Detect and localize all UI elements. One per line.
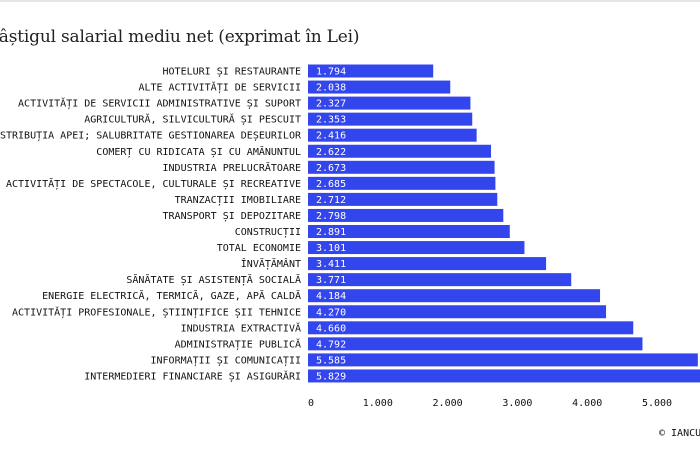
bar [308,64,434,78]
value-label: 5.585 [316,355,346,366]
value-label: 2.622 [316,147,346,158]
bar [308,96,471,110]
category-label: TRANSPORT ȘI DEPOZITARE [163,211,301,222]
category-label: ACTIVITĂȚI PROFESIONALE, ȘTIINȚIFICE ȘII… [12,305,301,318]
bar [308,208,504,222]
bar [308,369,700,383]
category-label: INDUSTRIA PRELUCRĂTOARE [163,161,301,174]
bar [308,257,547,271]
category-label: TOTAL ECONOMIE [217,243,301,254]
bar [308,128,477,142]
category-label: DISTRIBUȚIA APEI; SALUBRITATE GESTIONARE… [0,131,302,142]
value-label: 2.327 [316,99,346,110]
value-label: 4.792 [316,339,346,350]
bar [308,144,492,158]
value-label: 5.829 [316,371,346,382]
value-label: 2.685 [316,179,346,190]
category-label: COMERȚ CU RIDICATA ȘI CU AMĂNUNTUL [96,145,301,158]
bar-rows: HOTELURI ȘI RESTAURANTE 1.794 ALTE ACTIVIT… [0,64,700,383]
category-label: INFORMAȚII ȘI COMUNICAȚII [150,355,301,366]
x-tick-label: 0 [308,398,314,409]
value-label: 2.673 [316,163,346,174]
category-label: ADMINISTRAȚIE PUBLICĂ [175,337,301,350]
bar [308,289,601,303]
x-tick-label: 3.000 [502,398,532,409]
category-label: AGRICULTURĂ, SILVICULTURĂ ȘI PESCUIT [84,113,301,126]
bar [308,192,498,206]
bar [308,321,634,335]
category-label: ACTIVITĂȚI DE SPECTACOLE, CULTURALE ȘI R… [6,177,301,190]
value-label: 2.712 [316,195,346,206]
x-tick-label: 4.000 [572,398,602,409]
category-label: SĂNĂTATE ȘI ASISTENȚĂ SOCIALĂ [126,273,301,286]
x-axis-ticks: 0 1.000 2.000 3.000 4.000 5.000 [308,398,672,409]
value-label: 3.411 [316,259,346,270]
bar [308,241,525,255]
value-label: 2.038 [316,83,346,94]
bar [308,112,473,126]
value-label: 2.416 [316,131,346,142]
value-label: 4.184 [316,291,346,302]
category-label: TRANZACȚII IMOBILIARE [175,195,301,206]
credit-label: © IANCU [659,428,700,439]
value-label: 3.101 [316,243,346,254]
bar [308,353,698,367]
value-label: 2.353 [316,115,346,126]
bar [308,305,607,319]
top-divider [0,0,700,2]
bar [308,273,572,287]
value-label: 3.771 [316,275,346,286]
category-label: ALTE ACTIVITĂȚI DE SERVICII [138,81,301,94]
value-label: 4.270 [316,307,346,318]
x-tick-label: 1.000 [363,398,393,409]
category-label: ACTIVITĂȚI DE SERVICII ADMINISTRATIVE ȘI… [18,97,301,110]
bar [308,176,496,190]
category-label: INTERMEDIERI FINANCIARE ȘI ASIGURĂRI [84,369,301,382]
chart-title: Câștigul salarial mediu net (exprimat în… [0,27,360,47]
value-label: 2.798 [316,211,346,222]
x-tick-label: 5.000 [642,398,672,409]
category-label: HOTELURI ȘI RESTAURANTE [163,67,301,78]
x-tick-label: 2.000 [433,398,463,409]
bar [308,337,643,351]
bar [308,225,510,238]
value-label: 1.794 [316,67,346,78]
value-label: 4.660 [316,323,346,334]
category-label: ÎNVĂȚĂMÂNT [241,257,301,270]
value-label: 2.891 [316,227,346,238]
bar [308,80,451,94]
category-label: ENERGIE ELECTRICĂ, TERMICĂ, GAZE, APĂ CA… [42,289,301,302]
bar [308,160,495,174]
category-label: INDUSTRIA EXTRACTIVĂ [181,321,301,334]
category-label: CONSTRUCȚII [235,227,301,238]
